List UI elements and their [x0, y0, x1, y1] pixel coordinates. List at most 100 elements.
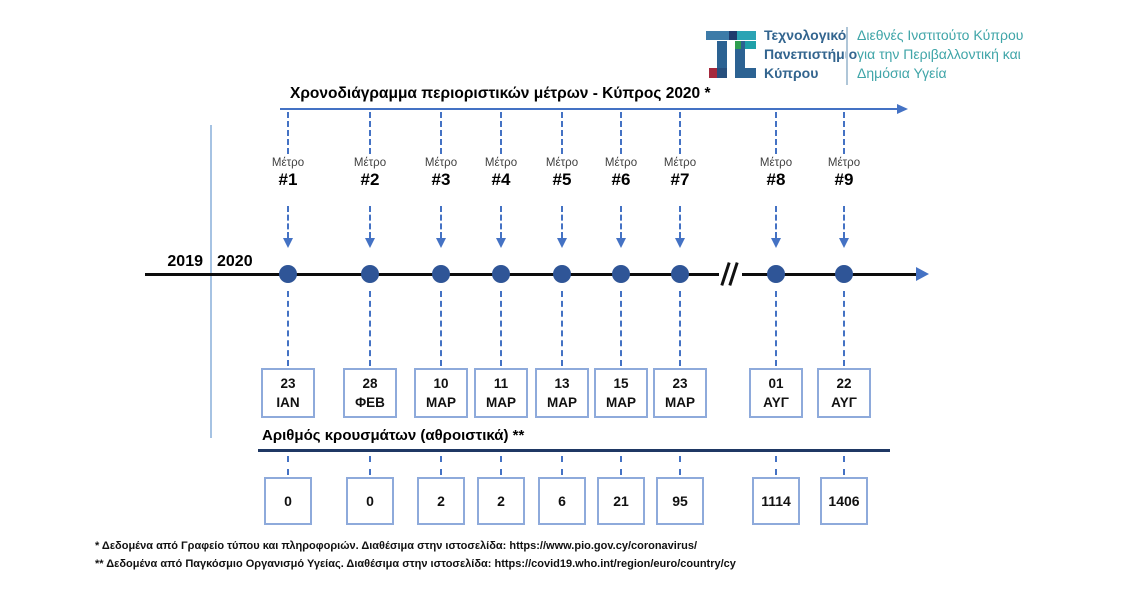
measure-word: Μέτρο: [545, 157, 579, 169]
dashed-connector-bottom: [440, 456, 442, 475]
date-box: 15 ΜΑΡ: [594, 368, 648, 418]
measure-word: Μέτρο: [424, 157, 458, 169]
measure-number: #4: [491, 170, 511, 189]
date-box: 01 ΑΥΓ: [749, 368, 803, 418]
university-name-line: Τεχνολογικό: [764, 27, 847, 43]
measure-word: Μέτρο: [484, 157, 518, 169]
arrowhead-right-icon: [897, 103, 908, 114]
timeline-dot: [361, 265, 379, 283]
measure-label: Μέτρο #3: [401, 157, 481, 190]
dashed-connector-mid: [620, 291, 622, 366]
dashed-connector-arrow: [561, 206, 563, 238]
measure-label: Μέτρο #7: [640, 157, 720, 190]
timeline-dot: [432, 265, 450, 283]
measure-word: Μέτρο: [604, 157, 638, 169]
institute-name: Διεθνές Ινστιτούτο Κύπρου για την Περιβα…: [857, 26, 1023, 83]
dashed-connector-arrow: [287, 206, 289, 238]
measure-label: Μέτρο #6: [581, 157, 661, 190]
timeline-dot: [612, 265, 630, 283]
arrowhead-down-icon: [557, 238, 567, 248]
timeline-dot: [279, 265, 297, 283]
date-day: 13: [554, 376, 570, 391]
cases-box: 21: [597, 477, 645, 525]
arrowhead-down-icon: [496, 238, 506, 248]
dashed-connector-top: [620, 112, 622, 154]
institute-name-line: Δημόσια Υγεία: [857, 65, 947, 81]
dashed-connector-mid: [500, 291, 502, 366]
date-box: 13 ΜΑΡ: [535, 368, 589, 418]
arrowhead-down-icon: [283, 238, 293, 248]
dashed-connector-top: [843, 112, 845, 154]
timeline-dot: [553, 265, 571, 283]
measure-label: Μέτρο #2: [330, 157, 410, 190]
dashed-connector-mid: [679, 291, 681, 366]
timeline-dot: [767, 265, 785, 283]
measure-number: #7: [670, 170, 690, 189]
dashed-connector-mid: [440, 291, 442, 366]
cases-value: 95: [672, 493, 688, 509]
cases-value: 0: [284, 493, 292, 509]
dashed-connector-mid: [369, 291, 371, 366]
measure-word: Μέτρο: [353, 157, 387, 169]
date-day: 28: [362, 376, 378, 391]
dashed-connector-bottom: [775, 456, 777, 475]
cases-box: 1114: [752, 477, 800, 525]
institute-name-line: Διεθνές Ινστιτούτο Κύπρου: [857, 27, 1024, 43]
footnote-2: ** Δεδομένα από Παγκόσμιο Οργανισμό Υγεί…: [95, 558, 736, 570]
date-month: ΜΑΡ: [426, 395, 456, 410]
university-name-line: Κύπρου: [764, 65, 819, 81]
dashed-connector-top: [440, 112, 442, 154]
date-month: ΑΥΓ: [763, 395, 789, 410]
arrowhead-down-icon: [616, 238, 626, 248]
measure-number: #5: [552, 170, 572, 189]
measure-label: Μέτρο #8: [736, 157, 816, 190]
dashed-connector-bottom: [620, 456, 622, 475]
dashed-connector-mid: [561, 291, 563, 366]
year-label-2020: 2020: [217, 253, 253, 270]
dashed-connector-top: [287, 112, 289, 154]
arrowhead-down-icon: [436, 238, 446, 248]
cut-logo: Τεχνολογικό Πανεπιστήμιο Κύπρου Διεθνές …: [704, 24, 1064, 90]
date-day: 01: [768, 376, 784, 391]
date-day: 10: [433, 376, 449, 391]
measure-number: #3: [431, 170, 451, 189]
arrowhead-down-icon: [839, 238, 849, 248]
date-box: 23 ΙΑΝ: [261, 368, 315, 418]
measure-word: Μέτρο: [759, 157, 793, 169]
measure-number: #9: [834, 170, 854, 189]
dashed-connector-top: [775, 112, 777, 154]
footnotes: * Δεδομένα από Γραφείο τύπου και πληροφο…: [95, 537, 736, 573]
year-divider-line: [210, 125, 212, 438]
cases-value: 2: [437, 493, 445, 509]
date-box: 28 ΦΕΒ: [343, 368, 397, 418]
arrowhead-down-icon: [365, 238, 375, 248]
date-day: 22: [836, 376, 852, 391]
cases-box: 0: [264, 477, 312, 525]
cases-value: 21: [613, 493, 629, 509]
cases-box: 1406: [820, 477, 868, 525]
measure-label: Μέτρο #4: [461, 157, 541, 190]
timeline-line: [145, 273, 918, 276]
dashed-connector-bottom: [500, 456, 502, 475]
timeline-dot: [835, 265, 853, 283]
dashed-connector-arrow: [369, 206, 371, 238]
timeline-break-icon: [719, 260, 742, 288]
measure-number: #2: [360, 170, 380, 189]
date-month: ΜΑΡ: [486, 395, 516, 410]
date-month: ΜΑΡ: [665, 395, 695, 410]
dashed-connector-mid: [843, 291, 845, 366]
cases-section-title: Αριθμός κρουσμάτων (αθροιστικά) **: [262, 427, 525, 444]
timeline-dot: [671, 265, 689, 283]
date-box: 23 ΜΑΡ: [653, 368, 707, 418]
cases-value: 1406: [828, 493, 860, 509]
date-day: 23: [672, 376, 688, 391]
cases-axis-line: [258, 449, 890, 452]
date-box: 11 ΜΑΡ: [474, 368, 528, 418]
logo-divider: [846, 27, 848, 85]
dashed-connector-bottom: [561, 456, 563, 475]
cases-box: 0: [346, 477, 394, 525]
timeline-arrowhead-icon: [916, 267, 929, 281]
cases-value: 1114: [761, 493, 791, 509]
cases-box: 2: [417, 477, 465, 525]
